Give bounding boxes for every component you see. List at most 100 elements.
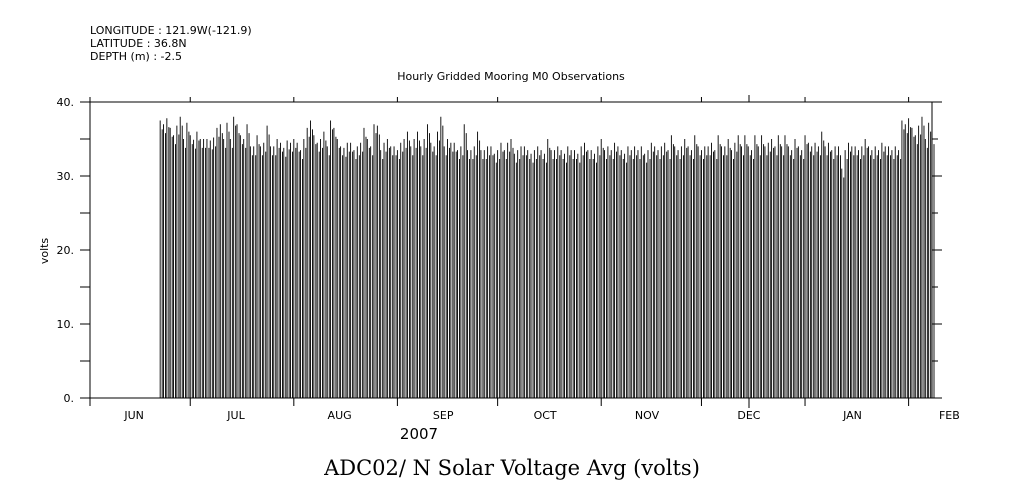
daily-voltage-cycle (427, 124, 430, 399)
daily-voltage-cycle (931, 135, 935, 399)
daily-voltage-cycle (821, 131, 825, 399)
daily-voltage-cycle (477, 131, 481, 399)
daily-voltage-cycle (523, 146, 527, 399)
y-tick-label: 20. (57, 244, 75, 257)
longitude-label: LONGITUDE : 121.9W(-121.9) (90, 24, 252, 37)
y-tick-label: 30. (57, 170, 75, 183)
daily-voltage-cycle (443, 146, 447, 399)
daily-voltage-cycle (413, 139, 417, 399)
daily-voltage-cycle (814, 142, 818, 399)
daily-voltage-cycle (400, 142, 404, 399)
daily-voltage-cycle (537, 146, 541, 399)
daily-voltage-cycle (627, 146, 631, 399)
daily-voltage-cycle (186, 122, 190, 399)
daily-voltage-cycle (213, 137, 217, 399)
daily-voltage-cycle (620, 150, 624, 399)
daily-voltage-cycle (356, 146, 360, 399)
daily-voltage-cycle (670, 135, 674, 399)
daily-voltage-cycle (667, 150, 671, 399)
daily-voltage-cycle (223, 139, 227, 399)
daily-voltage-cycle (467, 150, 471, 399)
daily-voltage-cycle (189, 135, 193, 399)
daily-voltage-cycle (203, 139, 207, 399)
daily-voltage-cycle (437, 131, 440, 399)
latitude-label: LATITUDE : 36.8N (90, 37, 187, 50)
daily-voltage-cycle (340, 146, 344, 399)
daily-voltage-cycle (520, 146, 524, 399)
daily-voltage-cycle (249, 146, 253, 399)
daily-voltage-cycle (370, 146, 374, 399)
daily-voltage-cycle (313, 135, 317, 399)
daily-voltage-cycle (590, 150, 594, 399)
y-tick-label: 40. (57, 96, 75, 109)
daily-voltage-cycle (617, 146, 621, 399)
daily-voltage-cycle (480, 150, 484, 399)
daily-voltage-cycle (507, 142, 511, 399)
chart-title: Hourly Gridded Mooring M0 Observations (397, 70, 625, 83)
daily-voltage-cycle (711, 142, 714, 399)
daily-voltage-cycle (330, 120, 334, 399)
daily-voltage-cycle (163, 124, 166, 399)
month-label-jan: JAN (842, 409, 862, 422)
daily-voltage-cycle (316, 142, 320, 399)
daily-voltage-cycle (216, 127, 220, 399)
daily-voltage-cycle (664, 142, 668, 399)
x-axis: JUN JUL AUG SEP OCT NOV DEC JAN FEB (89, 97, 960, 422)
daily-voltage-cycle (837, 146, 841, 399)
daily-voltage-cycle (928, 122, 932, 399)
daily-voltage-cycle (386, 139, 390, 399)
daily-voltage-cycle (239, 135, 243, 399)
month-label-nov: NOV (635, 409, 660, 422)
daily-voltage-cycle (543, 153, 547, 399)
y-axis-label: volts (38, 238, 51, 265)
daily-voltage-cycle (383, 142, 387, 399)
daily-voltage-cycle (450, 142, 454, 399)
daily-voltage-cycle (263, 142, 267, 399)
daily-voltage-cycle (403, 139, 407, 399)
daily-voltage-cycle (781, 146, 785, 399)
daily-voltage-cycle (697, 146, 701, 399)
daily-voltage-cycle (303, 139, 307, 399)
daily-voltage-cycle (229, 139, 233, 399)
daily-voltage-cycle (196, 131, 200, 399)
month-label-dec: DEC (737, 409, 760, 422)
daily-voltage-cycle (747, 146, 751, 399)
daily-voltage-cycle (630, 150, 634, 399)
daily-voltage-cycle (233, 116, 237, 399)
daily-voltage-cycle (684, 139, 688, 399)
daily-voltage-cycle (707, 146, 711, 399)
daily-voltage-cycle (674, 146, 678, 399)
daily-voltage-cycle (510, 139, 514, 399)
daily-voltage-cycle (570, 150, 574, 399)
daily-voltage-cycle (320, 139, 324, 399)
daily-voltage-cycle (644, 153, 648, 399)
y-tick-label: 10. (57, 318, 75, 331)
daily-voltage-cycle (721, 146, 724, 399)
daily-voltage-cycle (396, 150, 400, 399)
daily-voltage-cycle (176, 125, 180, 399)
daily-voltage-cycle (597, 146, 601, 399)
daily-voltage-cycle (794, 139, 798, 399)
daily-voltage-cycle (848, 142, 851, 399)
daily-voltage-cycle (761, 135, 765, 399)
daily-voltage-cycle (724, 146, 728, 399)
year-label: 2007 (400, 425, 438, 443)
daily-voltage-cycle (373, 124, 377, 399)
daily-voltage-cycle (868, 146, 871, 399)
daily-voltage-cycle (259, 146, 263, 399)
daily-voltage-cycle (323, 131, 327, 399)
daily-voltage-cycle (336, 139, 340, 399)
info-block: LONGITUDE : 121.9W(-121.9) LATITUDE : 36… (90, 24, 252, 63)
daily-voltage-cycle (423, 139, 427, 399)
daily-voltage-cycle (300, 150, 303, 399)
daily-voltage-cycle (898, 150, 902, 399)
daily-voltage-cycle (490, 146, 494, 399)
daily-voltage-cycle (326, 146, 330, 399)
daily-voltage-cycle (236, 124, 240, 399)
daily-voltage-cycle (280, 142, 283, 399)
daily-voltage-cycle (246, 124, 250, 399)
daily-voltage-cycle (273, 146, 277, 399)
daily-voltage-cycle (594, 153, 597, 399)
daily-voltage-cycle (731, 150, 734, 399)
daily-voltage-cycle (767, 142, 771, 399)
